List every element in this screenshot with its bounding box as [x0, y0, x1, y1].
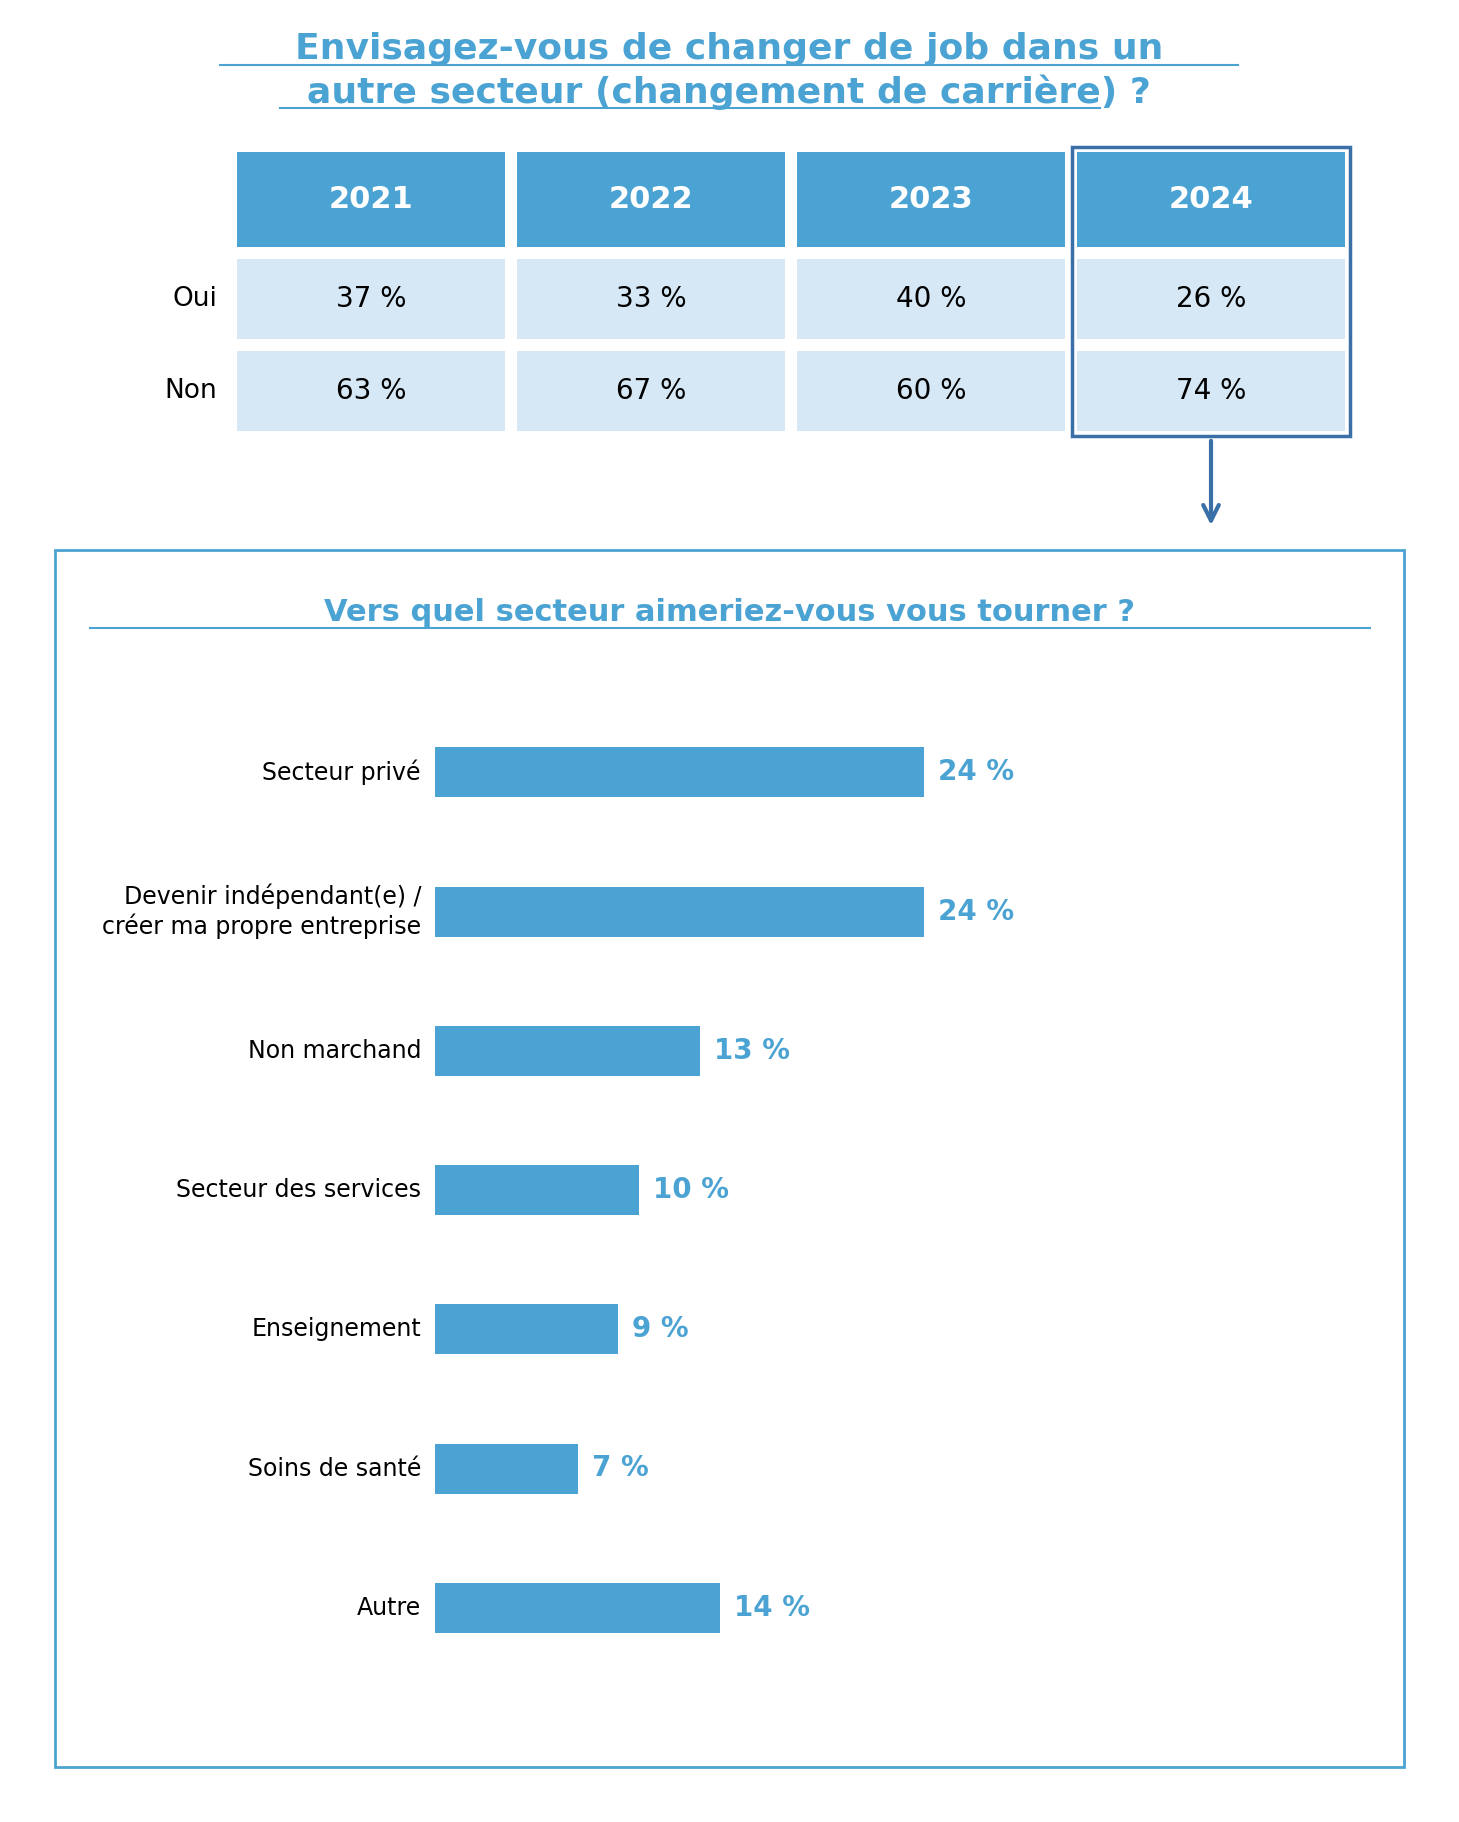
Bar [236, 151, 505, 248]
Bar [1077, 259, 1345, 339]
Bar [435, 1026, 700, 1075]
Bar [435, 1164, 639, 1215]
Bar [435, 1583, 721, 1633]
Text: Envisagez-vous de changer de job dans un: Envisagez-vous de changer de job dans un [295, 33, 1163, 66]
Text: Vers quel secteur aimeriez-vous vous tourner ?: Vers quel secteur aimeriez-vous vous tou… [324, 598, 1135, 627]
Bar [55, 550, 1404, 1767]
Text: 33 %: 33 % [616, 284, 686, 313]
Text: 13 %: 13 % [713, 1037, 789, 1064]
Text: Oui: Oui [172, 286, 217, 312]
Bar [516, 151, 785, 248]
Text: 10 %: 10 % [652, 1175, 728, 1204]
Text: Secteur privé: Secteur privé [263, 760, 422, 785]
Bar [1077, 151, 1345, 248]
Text: autre secteur (changement de carrière) ?: autre secteur (changement de carrière) ? [306, 75, 1151, 109]
Text: 60 %: 60 % [896, 377, 966, 404]
Bar [1077, 352, 1345, 432]
Bar [435, 887, 924, 937]
Text: Autre: Autre [357, 1596, 422, 1620]
Text: 37 %: 37 % [336, 284, 406, 313]
Text: Enseignement: Enseignement [251, 1317, 422, 1341]
Bar [236, 352, 505, 432]
Text: 67 %: 67 % [616, 377, 686, 404]
Text: 63 %: 63 % [336, 377, 406, 404]
Text: 2022: 2022 [608, 186, 693, 213]
Text: 26 %: 26 % [1176, 284, 1246, 313]
Bar [435, 1443, 578, 1494]
Text: 9 %: 9 % [632, 1315, 689, 1343]
Text: Non: Non [165, 377, 217, 404]
Text: 14 %: 14 % [734, 1594, 810, 1622]
Bar [797, 151, 1065, 248]
Bar [1072, 148, 1350, 435]
Bar [797, 352, 1065, 432]
Bar [516, 259, 785, 339]
Text: 40 %: 40 % [896, 284, 966, 313]
Text: Devenir indépendant(e) /
créer ma propre entreprise: Devenir indépendant(e) / créer ma propre… [102, 884, 422, 938]
Bar [435, 747, 924, 798]
Text: 24 %: 24 % [938, 898, 1014, 926]
Bar [435, 1305, 619, 1354]
Text: Non marchand: Non marchand [248, 1039, 422, 1062]
Bar [516, 352, 785, 432]
Bar [797, 259, 1065, 339]
Text: 7 %: 7 % [591, 1454, 648, 1483]
Text: Soins de santé: Soins de santé [248, 1456, 422, 1481]
Bar [236, 259, 505, 339]
Text: 2021: 2021 [328, 186, 413, 213]
Text: Secteur des services: Secteur des services [177, 1179, 422, 1203]
Text: 2024: 2024 [1169, 186, 1253, 213]
Text: 74 %: 74 % [1176, 377, 1246, 404]
Text: 24 %: 24 % [938, 758, 1014, 787]
Text: 2023: 2023 [889, 186, 973, 213]
